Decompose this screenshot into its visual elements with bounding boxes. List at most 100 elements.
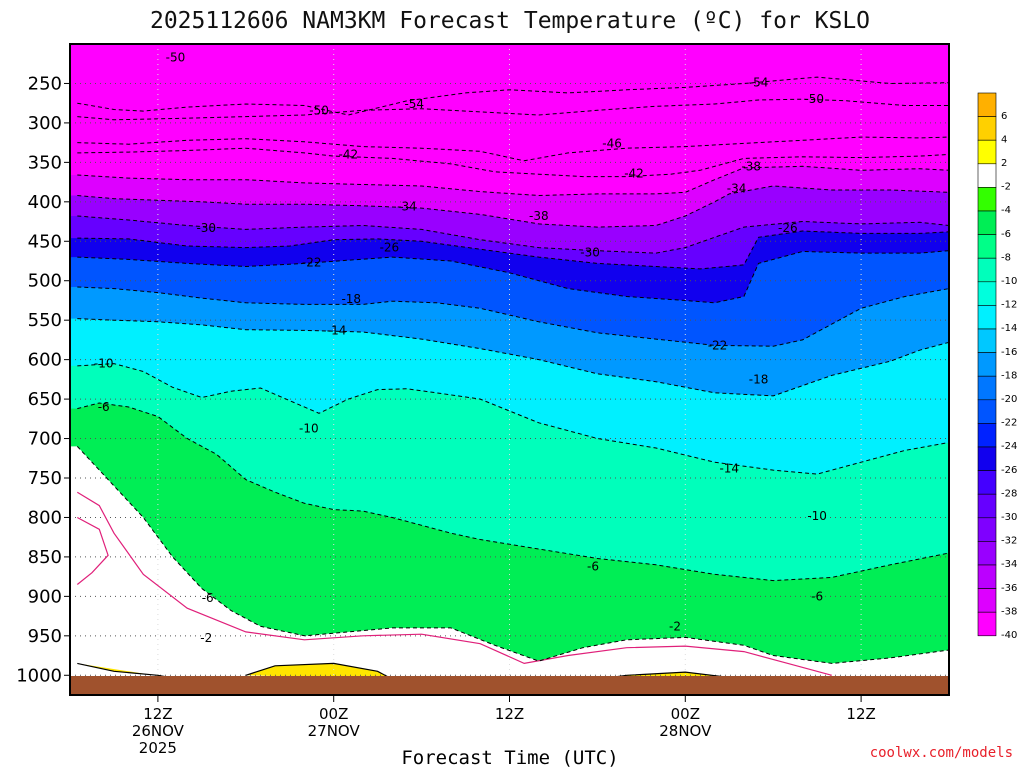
isotherm--2 bbox=[76, 446, 949, 664]
y-tick-label: 550 bbox=[28, 310, 62, 331]
colorbar-label: 6 bbox=[1001, 111, 1007, 122]
contour-label: -26 bbox=[380, 241, 400, 255]
contour-label: -30 bbox=[196, 221, 216, 235]
contour-label: -2 bbox=[669, 619, 681, 633]
colorbar-swatch bbox=[977, 116, 997, 141]
contour-label: -10 bbox=[94, 357, 114, 371]
contour-label: -18 bbox=[749, 372, 769, 386]
contour-label: -22 bbox=[302, 256, 322, 270]
contour-label: -30 bbox=[580, 245, 600, 259]
colorbar-swatch bbox=[977, 375, 997, 401]
y-tick-label: 850 bbox=[28, 547, 62, 568]
y-tick-label: 250 bbox=[28, 73, 62, 94]
contour-label: -6 bbox=[811, 589, 823, 603]
contour-label: -34 bbox=[727, 181, 747, 195]
colorbar-swatch bbox=[977, 352, 997, 377]
colorbar-swatch bbox=[977, 210, 997, 235]
grid-lines bbox=[70, 44, 949, 695]
colorbar-label: -8 bbox=[1001, 252, 1011, 263]
isotherm--46 bbox=[77, 136, 949, 162]
freezing-line-1 bbox=[76, 516, 109, 585]
colorbar-swatch bbox=[977, 139, 997, 165]
contour-label: -10 bbox=[807, 509, 827, 523]
contour-label: -6 bbox=[587, 559, 599, 573]
colorbar-label: 2 bbox=[1001, 158, 1007, 169]
y-tick-label: 400 bbox=[28, 192, 62, 213]
colorbar-label: -26 bbox=[1001, 465, 1017, 476]
colorbar-label: -2 bbox=[1001, 182, 1011, 193]
contour-labels: -50 -54 -50 -54 -50 -46 -42 -42 -38 -34 -34 -38 -30 -… bbox=[94, 50, 827, 645]
contour-label: -38 bbox=[529, 209, 549, 223]
contour-label: -14 bbox=[327, 323, 347, 337]
contour-label: -26 bbox=[778, 221, 798, 235]
colorbar-swatch bbox=[977, 399, 997, 424]
colorbar-label: -34 bbox=[1001, 559, 1017, 570]
colorbar-swatch bbox=[977, 163, 997, 188]
contour-label: -50 bbox=[166, 50, 186, 64]
colorbar-label: -40 bbox=[1001, 630, 1017, 641]
isotherm--54 bbox=[77, 76, 949, 116]
credit-link[interactable]: coolwx.com/models bbox=[870, 745, 1013, 761]
isotherm--22 bbox=[77, 250, 949, 304]
y-tick-label: 650 bbox=[28, 389, 62, 410]
colorbar-label: 4 bbox=[1001, 134, 1007, 145]
x-tick-label: 12Z bbox=[495, 705, 524, 723]
colorbar-swatch bbox=[977, 187, 997, 212]
colorbar-swatch bbox=[977, 423, 997, 448]
colorbar-swatch bbox=[977, 493, 997, 519]
warm-contour-1 bbox=[245, 662, 393, 680]
contour-label: -50 bbox=[804, 92, 824, 106]
colorbar-label: -30 bbox=[1001, 512, 1017, 523]
contour-label: -38 bbox=[741, 159, 761, 173]
isotherm--38 bbox=[77, 165, 949, 197]
colorbar-label: -18 bbox=[1001, 370, 1017, 381]
y-tick-label: 800 bbox=[28, 507, 62, 528]
colorbar-label: -22 bbox=[1001, 418, 1017, 429]
y-tick-label: 700 bbox=[28, 429, 62, 450]
colorbar-label: -12 bbox=[1001, 300, 1017, 311]
x-tick-label: 00Z bbox=[319, 705, 348, 723]
x-tick-date: 27NOV bbox=[308, 722, 361, 740]
isotherm-contours bbox=[76, 76, 949, 664]
y-tick-label: 350 bbox=[28, 152, 62, 173]
contour-label: -34 bbox=[397, 200, 417, 214]
y-tick-label: 450 bbox=[28, 231, 62, 252]
y-tick-label: 900 bbox=[28, 586, 62, 607]
isotherm--26 bbox=[77, 230, 949, 270]
contour-label: -6 bbox=[202, 591, 214, 605]
colorbar-label: -36 bbox=[1001, 583, 1017, 594]
contour-label: -6 bbox=[98, 400, 110, 414]
colorbar-label: -38 bbox=[1001, 606, 1017, 617]
colorbar-label: -10 bbox=[1001, 276, 1017, 287]
x-tick-label: 12Z bbox=[846, 705, 875, 723]
colorbar-label: -28 bbox=[1001, 488, 1017, 499]
colorbar-swatch bbox=[977, 92, 997, 117]
isotherm--42 bbox=[77, 147, 949, 178]
y-tick-label: 950 bbox=[28, 626, 62, 647]
x-tick-date: 26NOV bbox=[132, 722, 185, 740]
colorbar-swatch bbox=[977, 446, 997, 471]
y-tick-label: 1000 bbox=[16, 665, 62, 686]
colorbar-label: -6 bbox=[1001, 229, 1011, 240]
y-tick-label: 750 bbox=[28, 468, 62, 489]
colorbar-swatch bbox=[977, 470, 997, 495]
isotherm--18 bbox=[77, 286, 949, 347]
x-tick-year: 2025 bbox=[139, 739, 177, 757]
y-tick-label: 300 bbox=[28, 113, 62, 134]
band-near-freezing bbox=[70, 492, 949, 695]
x-axis-label: Forecast Time (UTC) bbox=[401, 747, 618, 768]
contour-label: -22 bbox=[708, 338, 728, 352]
y-axis: 250 300 350 400 450 500 550 600 650 700 750 800 850 9… bbox=[16, 73, 70, 686]
contour-label: -54 bbox=[749, 76, 769, 90]
isotherm--30 bbox=[77, 215, 949, 254]
x-tick-label: 12Z bbox=[143, 705, 172, 723]
colorbar-swatch bbox=[977, 234, 997, 259]
colorbar-swatch bbox=[977, 611, 997, 637]
chart-title: 2025112606 NAM3KM Forecast Temperature (… bbox=[150, 8, 870, 34]
isotherm--10 bbox=[77, 363, 949, 475]
x-tick-label: 00Z bbox=[671, 705, 700, 723]
contour-label: -42 bbox=[624, 166, 644, 180]
colorbar-label: -20 bbox=[1001, 394, 1017, 405]
contour-label: -10 bbox=[299, 421, 319, 435]
